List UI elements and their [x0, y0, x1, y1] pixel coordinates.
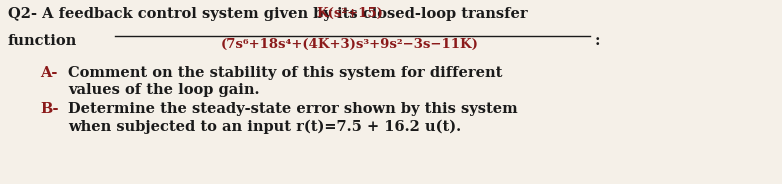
Text: Determine the steady-state error shown by this system: Determine the steady-state error shown b…: [68, 102, 518, 116]
Text: :: :: [595, 34, 601, 48]
Text: B-: B-: [40, 102, 59, 116]
Text: Q2- A feedback control system given by its closed-loop transfer: Q2- A feedback control system given by i…: [8, 7, 528, 21]
Text: A-: A-: [40, 66, 57, 80]
Text: when subjected to an input r(t)=7.5 + 16.2 u(t).: when subjected to an input r(t)=7.5 + 16…: [68, 120, 461, 134]
Text: values of the loop gain.: values of the loop gain.: [68, 83, 260, 97]
Text: K(s²+15): K(s²+15): [317, 7, 383, 20]
Text: function: function: [8, 34, 77, 48]
Text: Comment on the stability of this system for different: Comment on the stability of this system …: [68, 66, 502, 80]
Text: (7s⁶+18s⁴+(4K+3)s³+9s²−3s−11K): (7s⁶+18s⁴+(4K+3)s³+9s²−3s−11K): [221, 38, 479, 51]
